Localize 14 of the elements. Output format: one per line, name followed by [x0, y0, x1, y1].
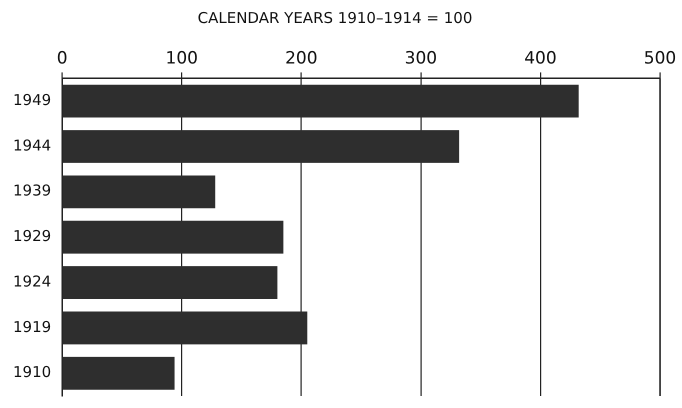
y-tick-label: 1944	[12, 136, 52, 154]
y-tick-label: 1924	[12, 272, 52, 290]
y-tick-label: 1949	[12, 90, 52, 109]
x-tick-label: 200	[285, 48, 318, 69]
y-tick-label: 1939	[12, 182, 52, 200]
x-tick-label: 400	[524, 48, 557, 69]
x-tick-label: 500	[644, 48, 676, 69]
y-tick-label: 1910	[12, 363, 52, 382]
x-tick-label: 100	[166, 48, 198, 69]
chart-title: CALENDAR YEARS 1910–1914 = 100	[198, 8, 472, 27]
x-tick-label: 0	[56, 48, 68, 69]
y-tick-label: 1929	[12, 227, 52, 246]
y-tick-label: 1919	[12, 318, 52, 336]
x-tick-label: 300	[404, 48, 438, 69]
